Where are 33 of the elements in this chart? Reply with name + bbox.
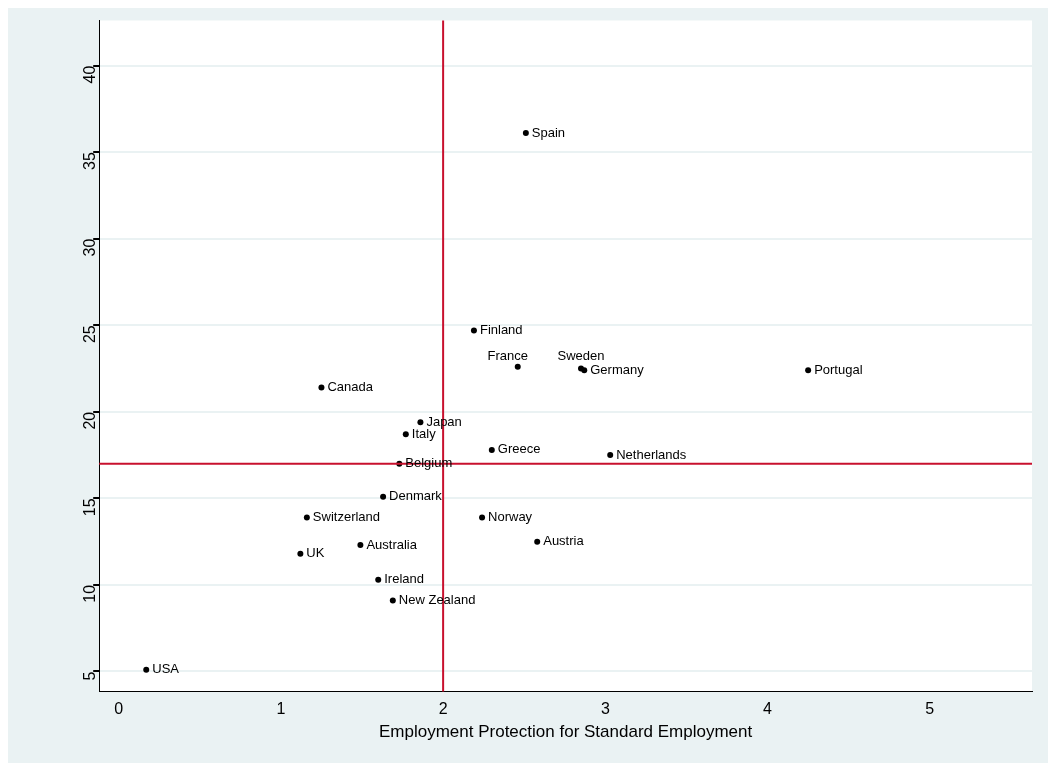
annotation: UK xyxy=(306,545,325,561)
annotation: Sweden xyxy=(557,348,605,364)
y-tick-label: 20 xyxy=(80,411,98,430)
x-tick-label: 1 xyxy=(276,700,286,718)
y-tick-label: 5 xyxy=(80,671,98,681)
annotation: Italy xyxy=(411,425,437,441)
x-tick-label: 5 xyxy=(925,700,935,718)
annotation: USA xyxy=(152,661,180,677)
y-tick-label: 15 xyxy=(80,498,98,517)
annotation: Netherlands xyxy=(616,446,687,462)
annotation: Norway xyxy=(488,509,533,524)
annotation: Germany xyxy=(590,361,645,377)
annotation: Spain xyxy=(531,124,566,140)
annotation: Australia xyxy=(366,536,418,552)
x-tick-label: 0 xyxy=(114,700,124,718)
y-tick-label: 40 xyxy=(80,65,98,84)
annotation: France xyxy=(487,348,528,364)
y-tick-label: 10 xyxy=(80,584,98,603)
annotation: Switzerland xyxy=(312,509,381,524)
annotation: Denmark xyxy=(389,488,443,504)
annotation: Canada xyxy=(327,379,374,395)
y-tick-label: 30 xyxy=(80,238,98,257)
x-tick-label: 2 xyxy=(438,700,448,718)
annotation: Finland xyxy=(479,322,523,338)
y-tick-label: 25 xyxy=(80,325,98,344)
x-axis-title: Employment Protection for Standard Employment xyxy=(378,722,753,742)
y-tick-label: 35 xyxy=(80,152,98,170)
annotation: Greece xyxy=(497,441,541,457)
annotation: Ireland xyxy=(384,571,424,587)
x-tick-label: 4 xyxy=(763,700,773,718)
annotation: Austria xyxy=(543,533,585,549)
x-tick-label: 3 xyxy=(600,700,610,718)
annotation: Portugal xyxy=(814,361,863,377)
